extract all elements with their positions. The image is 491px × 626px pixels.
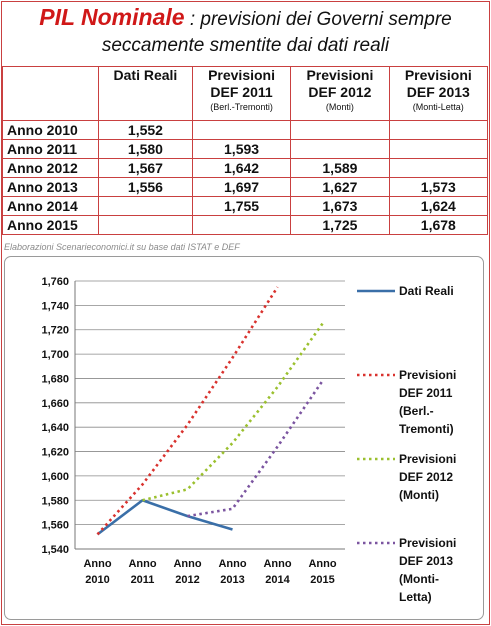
x-tick-label: Anno 2012	[173, 558, 201, 586]
legend-label-1: Previsioni DEF 2011 (Berl.-Tremonti)	[399, 368, 456, 436]
header-dati-reali: Dati Reali	[98, 66, 193, 121]
table-cell: 1,580	[98, 139, 193, 159]
y-tick-label: 1,600	[41, 471, 69, 483]
row-label: Anno 2012	[2, 158, 99, 178]
title-line2: seccamente smentite dai dati reali	[101, 35, 390, 56]
y-tick-label: 1,680	[41, 373, 69, 385]
y-tick-label: 1,740	[41, 300, 69, 312]
table-cell: 1,642	[191, 158, 292, 178]
source-note: Elaborazioni Scenarieconomici.it su base…	[4, 242, 240, 252]
table-cell: 1,725	[290, 215, 390, 235]
header-sub-def-2012: (Monti)	[325, 102, 354, 112]
table-cell: 1,567	[98, 158, 193, 178]
row-label: Anno 2011	[2, 139, 99, 159]
series-line-1	[96, 286, 279, 536]
table-cell: 1,593	[191, 139, 292, 159]
table-corner-cell	[2, 66, 99, 121]
table-cell: 1,755	[191, 196, 292, 216]
header-sub-def-2013: (Monti-Letta)	[412, 102, 464, 112]
y-tick-label: 1,620	[41, 447, 69, 459]
table-cell: 1,697	[191, 177, 292, 197]
table-cell	[388, 158, 489, 178]
table-row: Anno 2012 1,567 1,642 1,589	[2, 158, 489, 178]
y-tick-label: 1,560	[41, 520, 69, 532]
x-tick-label: Anno 2010	[83, 558, 111, 586]
legend-label-2: Previsioni DEF 2012 (Monti)	[399, 452, 456, 502]
table-cell: 1,556	[98, 177, 193, 197]
table-cell: 1,552	[98, 120, 193, 140]
line-chart: 1,540 1,560 1,580 1,600 1,620 1,640 1,660 1,680…	[41, 276, 456, 604]
header-sub-def-2011: (Berl.-Tremonti)	[210, 102, 273, 112]
table-row: Anno 2010 1,552	[2, 120, 489, 140]
table-cell: 1,678	[388, 215, 489, 235]
header-def-2011: Previsioni DEF 2011 (Berl.-Tremonti)	[191, 66, 292, 121]
y-tick-label: 1,720	[41, 325, 69, 337]
row-label: Anno 2010	[2, 120, 99, 140]
y-tick-label: 1,580	[41, 495, 69, 507]
y-tick-label: 1,700	[41, 349, 69, 361]
header-def-2013: Previsioni DEF 2013 (Monti-Letta)	[388, 66, 489, 121]
table-cell	[290, 120, 390, 140]
table-row: Anno 2014 1,755 1,673 1,624	[2, 196, 489, 216]
table-cell	[98, 196, 193, 216]
x-tick-label: Anno 2013	[218, 558, 246, 586]
legend-label-3: Previsioni DEF 2013 (Monti-Letta)	[399, 536, 456, 604]
row-label: Anno 2015	[2, 215, 99, 235]
row-label: Anno 2014	[2, 196, 99, 216]
y-tick-label: 1,540	[41, 544, 69, 556]
forecast-table: Dati Reali Previsioni DEF 2011 (Berl.-Tr…	[2, 66, 489, 235]
title-rest: : previsioni dei Governi sempre	[184, 9, 452, 30]
table-cell	[98, 215, 193, 235]
table-cell	[191, 120, 292, 140]
series-line-3	[187, 380, 324, 518]
series-line-0	[96, 498, 233, 536]
x-tick-label: Anno 2014	[263, 558, 291, 586]
table-row: Anno 2013 1,556 1,697 1,627 1,573	[2, 177, 489, 197]
x-tick-label: Anno 2011	[128, 558, 156, 586]
table-row: Anno 2015 1,725 1,678	[2, 215, 489, 235]
page-title: PIL Nominale : previsioni dei Governi se…	[0, 4, 491, 59]
table-cell	[191, 215, 292, 235]
series-line-2	[142, 322, 324, 502]
table-cell	[388, 139, 489, 159]
table-cell	[290, 139, 390, 159]
table-header-row: Dati Reali Previsioni DEF 2011 (Berl.-Tr…	[2, 66, 489, 121]
y-tick-label: 1,660	[41, 398, 69, 410]
header-def-2012: Previsioni DEF 2012 (Monti)	[290, 66, 390, 121]
table-cell: 1,624	[388, 196, 489, 216]
table-cell: 1,573	[388, 177, 489, 197]
y-tick-label: 1,760	[41, 276, 69, 288]
table-cell: 1,589	[290, 158, 390, 178]
title-highlight: PIL Nominale	[39, 4, 185, 30]
table-cell	[388, 120, 489, 140]
y-tick-label: 1,640	[41, 422, 69, 434]
table-row: Anno 2011 1,580 1,593	[2, 139, 489, 159]
table-cell: 1,627	[290, 177, 390, 197]
x-tick-label: Anno 2015	[308, 558, 336, 586]
table-cell: 1,673	[290, 196, 390, 216]
row-label: Anno 2013	[2, 177, 99, 197]
chart-container: 1,540 1,560 1,580 1,600 1,620 1,640 1,660 1,680…	[4, 256, 484, 620]
legend-label-0: Dati Reali	[399, 284, 454, 298]
